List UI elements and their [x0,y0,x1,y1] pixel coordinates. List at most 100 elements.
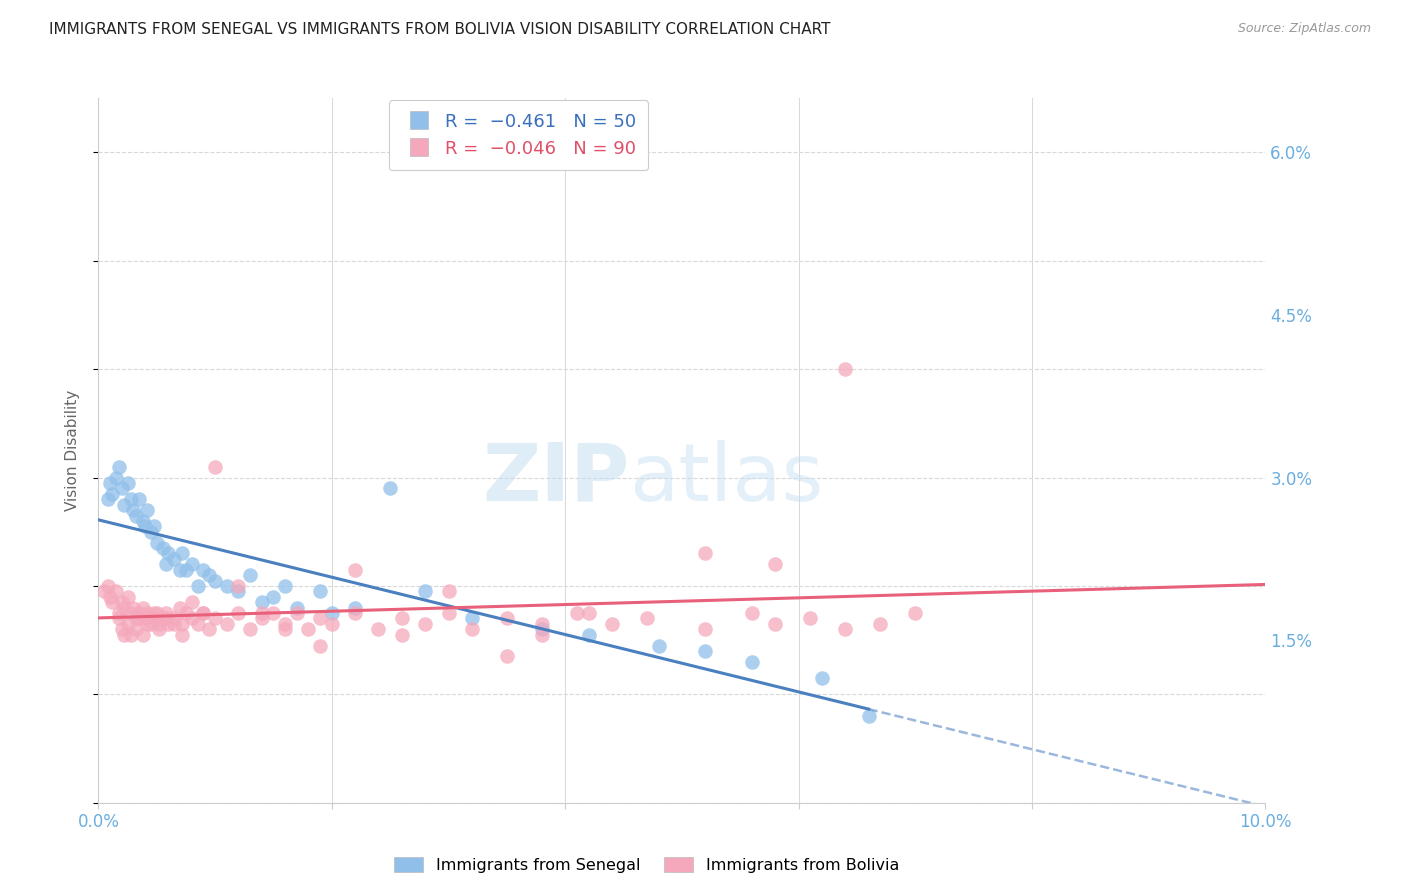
Point [155,558,177,572]
Point [120,606,142,620]
Point [193,606,215,620]
Point [250,595,273,609]
Point [112,628,135,642]
Point [157,546,180,560]
Point [228,579,250,593]
Point [146,606,169,620]
Point [193,563,215,577]
Point [172,546,194,560]
Point [108,611,131,625]
Point [169,563,191,577]
Point [132,514,155,528]
Point [117,590,139,604]
Point [120,628,142,642]
Point [391,611,413,625]
Point [763,616,786,631]
Point [152,541,174,555]
Point [98,590,121,604]
Point [122,600,145,615]
Point [174,606,197,620]
Point [112,600,135,615]
Point [695,623,717,637]
Point [172,616,194,631]
Point [367,623,389,637]
Point [437,584,460,599]
Point [101,487,124,501]
Point [146,535,169,549]
Point [636,611,658,625]
Point [413,584,436,599]
Point [228,606,250,620]
Point [344,600,367,615]
Point [163,611,186,625]
Point [117,616,139,631]
Point [413,616,436,631]
Point [904,606,927,620]
Point [461,623,484,637]
Point [250,611,273,625]
Point [437,606,460,620]
Point [148,623,170,637]
Point [125,623,148,637]
Point [136,503,159,517]
Point [461,611,484,625]
Point [869,616,891,631]
Point [152,611,174,625]
Point [285,606,308,620]
Point [157,616,180,631]
Point [111,623,134,637]
Point [495,611,517,625]
Point [321,606,343,620]
Point [741,655,763,669]
Point [111,482,134,496]
Point [134,519,156,533]
Point [600,616,623,631]
Point [204,574,226,588]
Point [228,584,250,599]
Point [215,579,238,593]
Point [97,579,120,593]
Point [134,611,156,625]
Point [104,584,127,599]
Point [285,600,308,615]
Point [262,590,284,604]
Point [309,639,332,653]
Point [136,616,159,631]
Point [530,628,553,642]
Point [125,611,148,625]
Point [565,606,588,620]
Point [104,470,127,484]
Point [378,482,402,496]
Point [139,524,162,539]
Point [274,616,297,631]
Point [180,611,202,625]
Point [97,492,120,507]
Point [132,600,155,615]
Point [274,623,297,637]
Point [128,492,150,507]
Point [647,639,669,653]
Point [834,362,856,376]
Point [139,616,162,631]
Point [120,492,142,507]
Point [344,606,367,620]
Point [344,563,367,577]
Point [309,584,332,599]
Point [143,606,166,620]
Point [128,611,150,625]
Point [163,616,186,631]
Point [578,606,600,620]
Point [204,611,226,625]
Point [155,611,177,625]
Point [530,616,553,631]
Point [180,595,202,609]
Point [143,611,166,625]
Point [695,644,717,658]
Point [117,475,139,490]
Point [763,558,786,572]
Point [530,623,553,637]
Text: ZIP: ZIP [482,440,630,517]
Point [128,606,150,620]
Point [274,579,297,593]
Point [834,623,856,637]
